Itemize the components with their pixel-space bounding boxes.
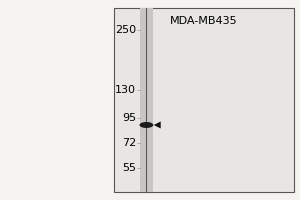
- Text: MDA-MB435: MDA-MB435: [170, 16, 238, 26]
- Text: 130: 130: [115, 85, 136, 95]
- Polygon shape: [154, 121, 161, 128]
- Text: 250: 250: [115, 25, 136, 35]
- Text: 95: 95: [122, 113, 136, 123]
- Text: 55: 55: [122, 163, 136, 173]
- Bar: [114, 8, 294, 192]
- Ellipse shape: [140, 122, 153, 128]
- Bar: [140, 8, 153, 192]
- Text: 72: 72: [122, 138, 136, 148]
